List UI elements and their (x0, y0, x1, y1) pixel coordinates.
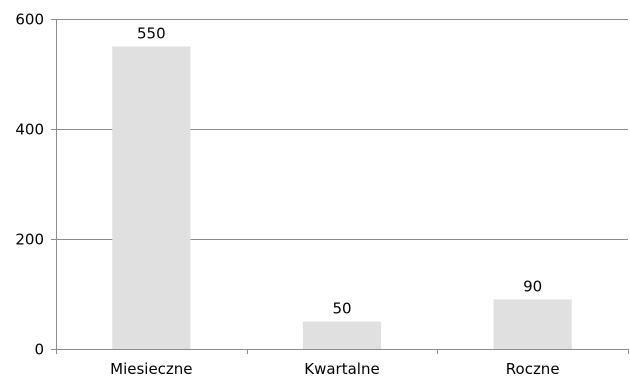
bar (493, 299, 572, 349)
bars (112, 46, 572, 349)
x-category-label: Roczne (506, 360, 560, 378)
x-category-label: Kwartalne (304, 360, 379, 378)
x-category-label: Miesieczne (110, 360, 192, 378)
axes (51, 19, 629, 354)
y-tick-label: 600 (15, 11, 44, 29)
bar (302, 321, 382, 349)
y-tick-label: 200 (15, 231, 44, 249)
labels: 0 200 400 600 550 Miesieczne 50 Kwartalne 90 Rocz… (15, 11, 559, 379)
data-label: 50 (332, 300, 351, 318)
y-tick-label: 0 (34, 341, 44, 359)
y-tick-label: 400 (15, 121, 44, 139)
bar (112, 46, 191, 349)
data-label: 90 (523, 278, 542, 296)
data-label: 550 (137, 25, 166, 43)
